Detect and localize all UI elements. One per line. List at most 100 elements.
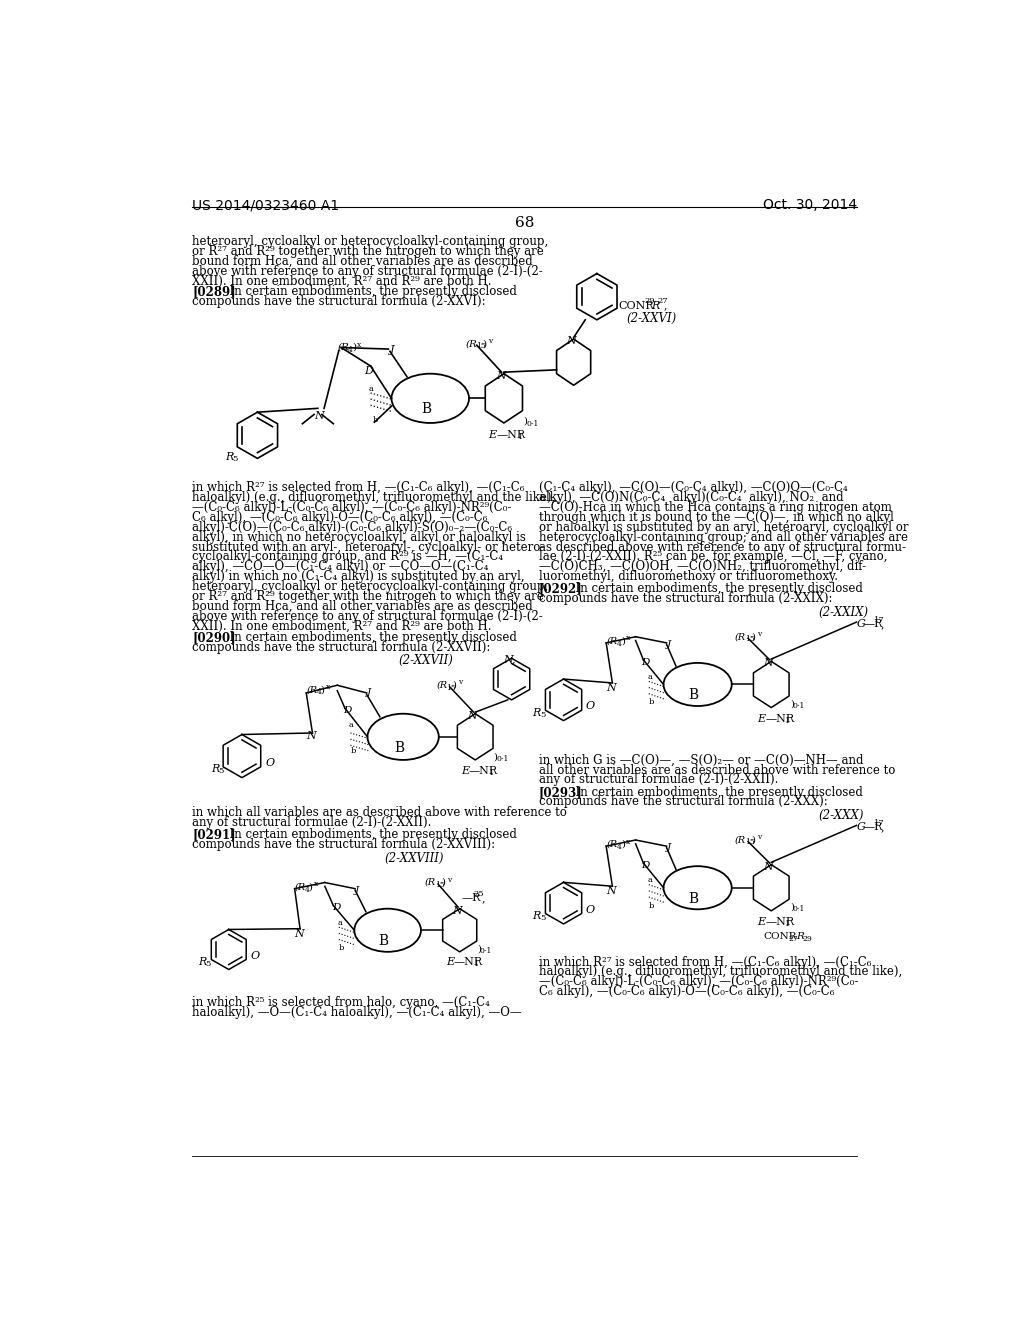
Text: —R: —R <box>863 619 883 630</box>
Text: a: a <box>647 673 652 681</box>
Text: 29: 29 <box>802 936 812 944</box>
Text: O: O <box>586 904 595 915</box>
Text: ): ) <box>453 681 457 689</box>
Text: as described above with reference to any of structural formu-: as described above with reference to any… <box>539 541 906 553</box>
Text: N: N <box>566 337 577 346</box>
Text: [0293]: [0293] <box>539 785 583 799</box>
Text: v: v <box>487 337 492 345</box>
Text: compounds have the structural formula (2-XXIX):: compounds have the structural formula (2… <box>539 593 833 605</box>
Text: B: B <box>689 688 698 702</box>
Text: B: B <box>689 891 698 906</box>
Text: D: D <box>332 903 340 912</box>
Text: R: R <box>532 708 541 718</box>
Text: (R: (R <box>465 339 477 348</box>
Text: ): ) <box>477 944 480 953</box>
Text: G: G <box>856 619 865 630</box>
Text: in which R²⁷ is selected from H, —(C₁-C₆ alkyl), —(C₁-C₆: in which R²⁷ is selected from H, —(C₁-C₆… <box>193 482 525 495</box>
Text: 15: 15 <box>446 684 457 692</box>
Text: 27: 27 <box>788 936 798 944</box>
Text: [0292]: [0292] <box>539 582 583 595</box>
Text: a: a <box>337 919 342 927</box>
Text: (R: (R <box>295 883 306 891</box>
Text: a: a <box>369 385 374 393</box>
Text: N,: N, <box>503 655 515 664</box>
Text: haloalkyl) (e.g., difluoromethyl, trifluoromethyl and the like),: haloalkyl) (e.g., difluoromethyl, triflu… <box>539 965 902 978</box>
Text: D: D <box>365 366 374 376</box>
Text: 15: 15 <box>435 880 444 888</box>
Text: v: v <box>458 678 463 686</box>
Text: E: E <box>758 714 765 723</box>
Text: 0-1: 0-1 <box>793 702 805 710</box>
Text: In certain embodiments, the presently disclosed: In certain embodiments, the presently di… <box>568 785 863 799</box>
Text: in which R²⁵ is selected from halo, cyano, —(C₁-C₄: in which R²⁵ is selected from halo, cyan… <box>193 995 490 1008</box>
Text: (2-XXX): (2-XXX) <box>819 809 864 822</box>
Text: 68: 68 <box>515 216 535 230</box>
Text: a: a <box>349 722 353 730</box>
Text: 4: 4 <box>316 688 322 697</box>
Text: substituted with an aryl-, heteroaryl-, cycloalkyl- or hetero-: substituted with an aryl-, heteroaryl-, … <box>193 541 545 553</box>
Text: CONR: CONR <box>618 301 654 310</box>
Text: B: B <box>394 741 404 755</box>
Text: b: b <box>649 698 654 706</box>
Text: R: R <box>532 911 541 921</box>
Text: XXII). In one embodiment, R²⁷ and R²⁹ are both H.: XXII). In one embodiment, R²⁷ and R²⁹ ar… <box>193 619 492 632</box>
Text: (R: (R <box>735 632 745 642</box>
Text: —NR: —NR <box>454 957 482 968</box>
Text: 0-1: 0-1 <box>793 906 805 913</box>
Text: (2-XXIX): (2-XXIX) <box>818 606 868 619</box>
Text: —R: —R <box>863 822 883 833</box>
Text: —C(O)CH₃, —C(O)OH, —C(O)NH₂, trifluoromethyl, dif-: —C(O)CH₃, —C(O)OH, —C(O)NH₂, trifluorome… <box>539 561 866 573</box>
Text: b: b <box>351 747 356 755</box>
Text: heterocycloalkyl-containing group; and all other variables are: heterocycloalkyl-containing group; and a… <box>539 531 907 544</box>
Text: —NR: —NR <box>496 430 525 440</box>
Text: C₆ alkyl), —(C₀-C₆ alkyl)-O—(C₀-C₆ alkyl), —(C₀-C₆: C₆ alkyl), —(C₀-C₆ alkyl)-O—(C₀-C₆ alkyl… <box>539 985 835 998</box>
Text: 0-1: 0-1 <box>526 420 539 428</box>
Text: ,: , <box>664 301 667 310</box>
Text: bound form Hca, and all other variables are as described: bound form Hca, and all other variables … <box>193 255 534 268</box>
Text: bound form Hca, and all other variables are as described: bound form Hca, and all other variables … <box>193 599 534 612</box>
Text: or R²⁷ and R²⁹ together with the nitrogen to which they are: or R²⁷ and R²⁹ together with the nitroge… <box>193 590 544 603</box>
Text: (2-XXVIII): (2-XXVIII) <box>385 851 444 865</box>
Text: alkyl) in which no (C₁-C₄ alkyl) is substituted by an aryl,: alkyl) in which no (C₁-C₄ alkyl) is subs… <box>193 570 525 583</box>
Text: x: x <box>357 341 361 348</box>
Text: compounds have the structural formula (2-XXVII):: compounds have the structural formula (2… <box>193 640 490 653</box>
Text: 1: 1 <box>785 717 791 725</box>
Text: 0-1: 0-1 <box>496 755 509 763</box>
Text: ): ) <box>751 836 755 845</box>
Text: compounds have the structural formula (2-XXVIII):: compounds have the structural formula (2… <box>193 838 496 851</box>
Text: ,: , <box>881 619 884 630</box>
Text: —(C₀-C₆ alkyl)-L-(C₀-C₆ alkyl), —(C₀-C₆ alkyl)-NR²⁹(C₀-: —(C₀-C₆ alkyl)-L-(C₀-C₆ alkyl), —(C₀-C₆ … <box>193 502 512 515</box>
Text: R: R <box>225 453 233 462</box>
Text: N: N <box>763 862 773 871</box>
Text: v: v <box>757 833 761 841</box>
Text: C₆ alkyl), —(C₀-C₆ alkyl)-O—(C₀-C₆ alkyl), —(C₀-C₆: C₆ alkyl), —(C₀-C₆ alkyl)-O—(C₀-C₆ alkyl… <box>193 511 487 524</box>
Text: D: D <box>641 657 649 667</box>
Text: (R: (R <box>436 681 447 689</box>
Text: N: N <box>467 710 477 721</box>
Text: N: N <box>606 886 615 896</box>
Text: luoromethyl, difluoromethoxy or trifluoromethoxy.: luoromethyl, difluoromethoxy or trifluor… <box>539 570 838 583</box>
Text: (R: (R <box>607 840 618 849</box>
Text: lae (2-I)-(2-XXII). R²⁵ can be, for example, —Cl, —F, cyano,: lae (2-I)-(2-XXII). R²⁵ can be, for exam… <box>539 550 887 564</box>
Text: —NR: —NR <box>469 766 498 776</box>
Text: N: N <box>606 682 615 693</box>
Text: ): ) <box>493 752 497 762</box>
Text: J: J <box>667 843 671 853</box>
Text: b: b <box>373 416 378 424</box>
Text: above with reference to any of structural formulae (2-I)-(2-: above with reference to any of structura… <box>193 265 543 279</box>
Text: x: x <box>627 838 631 846</box>
Text: In certain embodiments, the presently disclosed: In certain embodiments, the presently di… <box>222 828 517 841</box>
Text: ): ) <box>352 343 356 352</box>
Text: x: x <box>326 682 330 690</box>
Text: 27: 27 <box>657 297 668 305</box>
Text: N: N <box>306 731 316 742</box>
Text: ): ) <box>790 700 794 708</box>
Text: 1: 1 <box>489 770 495 777</box>
Text: J: J <box>667 640 671 649</box>
Text: —(C₀-C₆ alkyl)-L-(C₀-C₆ alkyl), —(C₀-C₆ alkyl)-NR²⁹(C₀-: —(C₀-C₆ alkyl)-L-(C₀-C₆ alkyl), —(C₀-C₆ … <box>539 975 858 989</box>
Text: ,: , <box>881 822 884 833</box>
Text: O: O <box>251 950 259 961</box>
Text: cycloalkyl-containing group, and R²⁹ is —H, —(C₁-C₄: cycloalkyl-containing group, and R²⁹ is … <box>193 550 504 564</box>
Text: alkyl)-C(O)—(C₀-C₆ alkyl)-(C₀-C₆ alkyl)-S(O)₀₋₂—(C₀-C₆: alkyl)-C(O)—(C₀-C₆ alkyl)-(C₀-C₆ alkyl)-… <box>193 521 512 533</box>
Text: 4: 4 <box>305 886 309 894</box>
